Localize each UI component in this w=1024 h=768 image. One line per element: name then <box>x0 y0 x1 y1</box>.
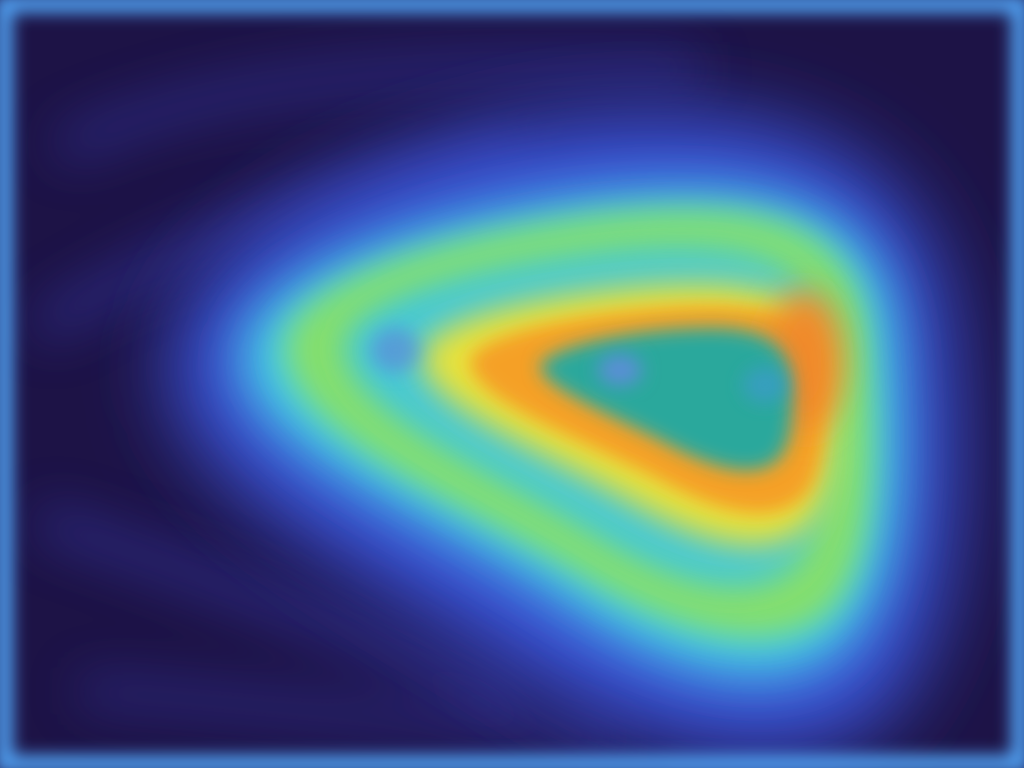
core-spot-right <box>743 367 787 403</box>
ring-spot-left <box>371 328 419 372</box>
core-spot-left <box>598 354 642 386</box>
background-streaks <box>31 53 701 752</box>
